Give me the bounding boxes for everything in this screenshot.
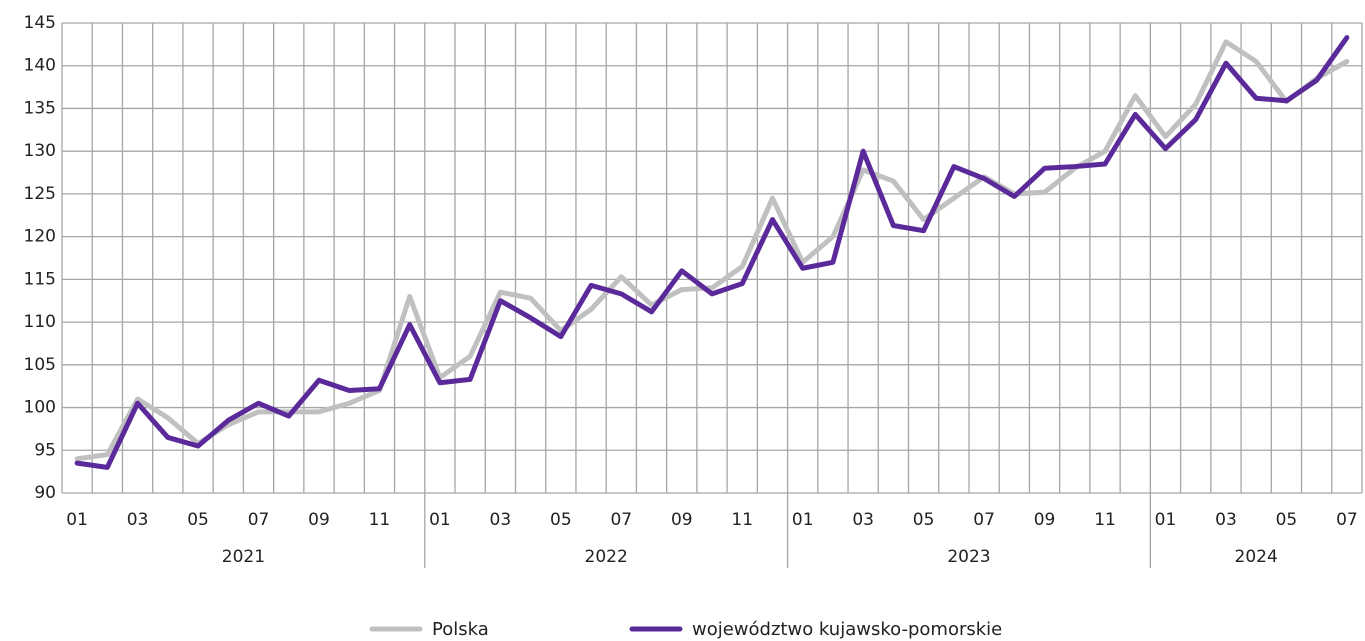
series-line bbox=[74, 35, 1350, 470]
x-tick-label: 01 bbox=[1155, 510, 1177, 530]
x-tick-label: 03 bbox=[127, 510, 149, 530]
y-tick-label: 90 bbox=[34, 483, 56, 503]
x-tick-label: 05 bbox=[913, 510, 935, 530]
x-tick-label: 01 bbox=[429, 510, 451, 530]
y-tick-label: 125 bbox=[24, 184, 56, 204]
x-tick-label: 03 bbox=[490, 510, 512, 530]
x-tick-label: 01 bbox=[792, 510, 814, 530]
year-label: 2023 bbox=[947, 547, 990, 567]
x-tick-label: 07 bbox=[248, 510, 270, 530]
legend-label: Polska bbox=[432, 619, 489, 640]
x-tick-label: 05 bbox=[550, 510, 572, 530]
year-label: 2024 bbox=[1235, 547, 1278, 567]
year-label: 2021 bbox=[222, 547, 265, 567]
x-tick-label: 09 bbox=[671, 510, 693, 530]
x-tick-label: 03 bbox=[852, 510, 874, 530]
x-tick-label: 01 bbox=[66, 510, 88, 530]
y-tick-label: 140 bbox=[24, 56, 56, 76]
y-tick-label: 95 bbox=[34, 440, 56, 460]
x-tick-label: 09 bbox=[308, 510, 330, 530]
x-tick-label: 05 bbox=[1276, 510, 1298, 530]
x-tick-label: 07 bbox=[1336, 510, 1358, 530]
y-tick-label: 145 bbox=[24, 13, 56, 33]
x-tick-label: 03 bbox=[1215, 510, 1237, 530]
x-tick-label: 11 bbox=[369, 510, 391, 530]
y-tick-label: 135 bbox=[24, 98, 56, 118]
x-tick-label: 05 bbox=[187, 510, 209, 530]
y-tick-label: 115 bbox=[24, 269, 56, 289]
x-tick-label: 11 bbox=[1094, 510, 1116, 530]
y-tick-label: 105 bbox=[24, 355, 56, 375]
x-tick-label: 07 bbox=[610, 510, 632, 530]
x-tick-label: 09 bbox=[1034, 510, 1056, 530]
y-tick-label: 130 bbox=[24, 141, 56, 161]
year-label: 2022 bbox=[585, 547, 628, 567]
x-tick-label: 11 bbox=[731, 510, 753, 530]
y-tick-label: 100 bbox=[24, 398, 56, 418]
x-tick-label: 07 bbox=[973, 510, 995, 530]
y-tick-label: 110 bbox=[24, 312, 56, 332]
y-tick-label: 120 bbox=[24, 227, 56, 247]
series-line bbox=[74, 39, 1350, 462]
legend-label: województwo kujawsko-pomorskie bbox=[692, 619, 1002, 640]
